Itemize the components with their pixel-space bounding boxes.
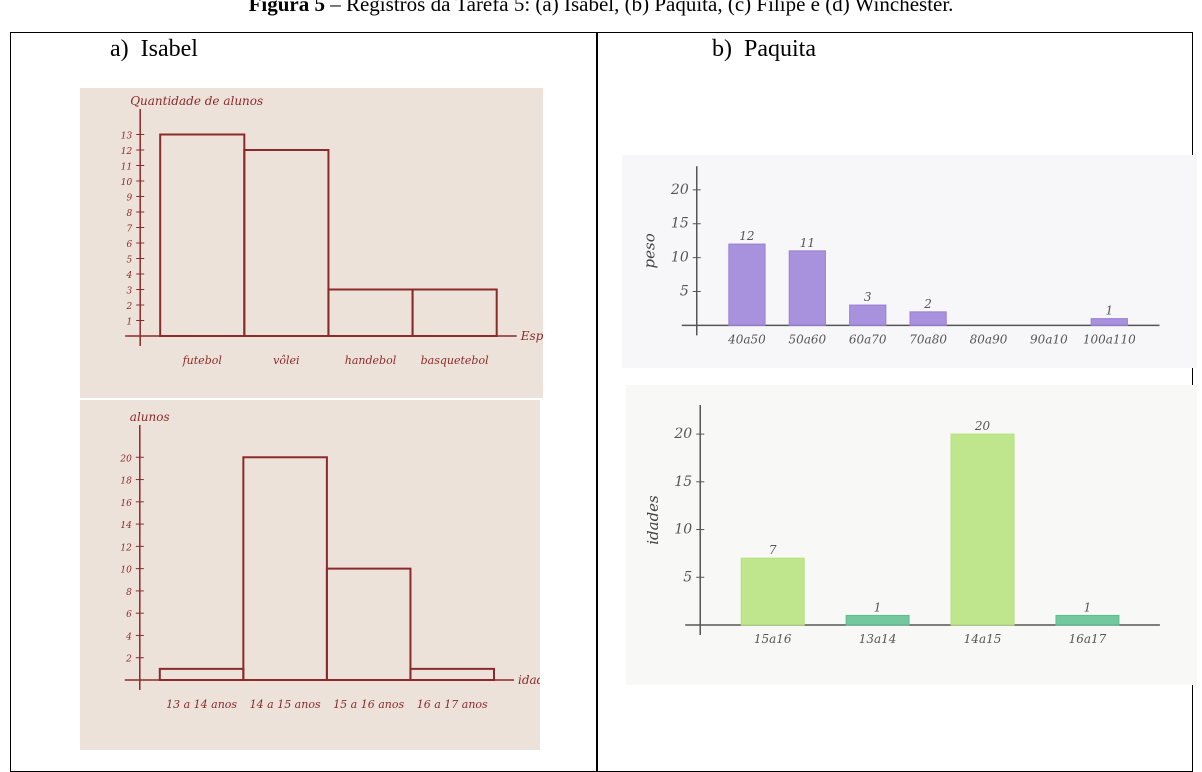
x-tick-label: 40a50 — [727, 332, 766, 346]
x-tick-label: handebol — [345, 354, 397, 367]
chart: 5 10 15 20 peso 12 40a50 11 50a60 3 60a70 2 70a80 80a… — [622, 155, 1197, 368]
bar — [950, 433, 1015, 626]
y-tick-label: 13 — [121, 132, 133, 142]
data-label: 12 — [739, 229, 754, 243]
bar — [325, 567, 412, 682]
chart: 5 10 15 20 idades 7 15a16 1 13a14 20 14a15 1 16a17 — [626, 385, 1197, 685]
bar — [409, 667, 496, 682]
chart-background — [80, 88, 543, 398]
bar — [740, 557, 805, 626]
y-tick-label: 20 — [673, 426, 692, 442]
x-tick-label: 16a17 — [1069, 632, 1107, 646]
data-label: 1 — [1084, 600, 1092, 614]
y-tick-label: 10 — [120, 566, 132, 576]
y-tick-label: 9 — [126, 194, 132, 204]
y-tick-label: 2 — [125, 655, 132, 665]
y-tick-label: 5 — [126, 256, 132, 266]
data-label: 20 — [974, 419, 991, 433]
y-tick-label: 18 — [120, 477, 132, 487]
y-tick-label: 1 — [126, 318, 132, 328]
x-tick-label: futebol — [182, 354, 223, 367]
y-axis-label: Quantidade de alunos — [130, 94, 263, 108]
x-tick-label: basquetebol — [421, 354, 489, 367]
caption-label: Figura 5 — [248, 0, 325, 16]
x-tick-label: 13 a 14 anos — [166, 698, 237, 711]
y-tick-label: 10 — [671, 250, 689, 266]
y-tick-label: 20 — [119, 454, 132, 464]
x-tick-label: 90a10 — [1030, 332, 1068, 346]
y-tick-label: 12 — [121, 147, 133, 157]
bar — [909, 311, 947, 326]
data-label: 3 — [864, 290, 872, 304]
x-tick-label: 15 a 16 anos — [333, 698, 404, 711]
y-tick-label: 6 — [126, 240, 132, 250]
data-label: 11 — [800, 236, 815, 250]
table-divider — [596, 32, 598, 772]
y-tick-label: 14 — [120, 521, 132, 531]
data-label: 1 — [1105, 304, 1113, 318]
panel-label: b) Paquita — [712, 36, 816, 62]
y-tick-label: 6 — [126, 610, 132, 620]
y-tick-label: 5 — [683, 569, 692, 585]
y-tick-label: 16 — [120, 499, 132, 509]
bar — [411, 288, 498, 337]
y-axis-label: idades — [644, 495, 662, 545]
y-tick-label: 15 — [674, 474, 692, 490]
x-tick-label: 15a16 — [754, 632, 792, 646]
y-axis-label: peso — [641, 233, 659, 268]
x-tick-label: 14 a 15 anos — [250, 698, 321, 711]
data-label: 2 — [923, 297, 932, 311]
x-tick-label: 14a15 — [964, 632, 1002, 646]
y-tick-label: 20 — [670, 182, 689, 198]
y-tick-label: 10 — [121, 178, 133, 188]
y-tick-label: 10 — [674, 522, 692, 538]
chart-background — [622, 155, 1197, 368]
y-tick-label: 4 — [125, 271, 132, 281]
y-tick-label: 8 — [126, 588, 132, 598]
chart: 2 4 6 8 10 12 14 16 18 20 alunos idade 13 a 14 anos 1… — [80, 400, 540, 750]
x-tick-label: 13a14 — [859, 632, 897, 646]
caption: Figura 5 – Registros da Tarefa 5: (a) Is… — [0, 0, 1202, 17]
y-tick-label: 5 — [680, 284, 689, 300]
x-tick-label: 70a80 — [909, 332, 947, 346]
y-tick-label: 8 — [126, 209, 132, 219]
y-tick-label: 11 — [121, 163, 132, 173]
x-tick-label: 16 a 17 anos — [417, 698, 488, 711]
bar — [788, 250, 826, 326]
y-tick-label: 15 — [671, 216, 689, 232]
bar — [728, 243, 766, 326]
x-axis-label: Esportes preferidos — [520, 329, 543, 343]
x-axis-label: idade — [518, 673, 540, 687]
panel-label: a) Isabel — [110, 36, 198, 62]
y-axis-label: alunos — [130, 410, 170, 424]
y-tick-label: 3 — [126, 287, 132, 297]
chart-background — [80, 400, 540, 750]
caption-text: – Registros da Tarefa 5: (a) Isabel, (b)… — [330, 0, 954, 16]
y-tick-label: 12 — [120, 543, 132, 553]
bar — [1055, 614, 1120, 626]
y-tick-label: 4 — [125, 632, 132, 642]
data-label: 7 — [769, 543, 777, 557]
bar — [849, 304, 887, 326]
data-label: 1 — [874, 600, 882, 614]
x-tick-label: 50a60 — [788, 332, 826, 346]
y-tick-label: 2 — [125, 302, 132, 312]
y-tick-label: 7 — [126, 225, 132, 235]
bar — [1090, 318, 1128, 326]
chart-background — [626, 385, 1197, 685]
bar — [243, 149, 330, 337]
x-tick-label: vôlei — [273, 354, 299, 367]
x-tick-label: 60a70 — [849, 332, 887, 346]
x-tick-label: 100a110 — [1083, 332, 1136, 346]
bar — [845, 614, 910, 626]
x-tick-label: 80a90 — [970, 332, 1008, 346]
